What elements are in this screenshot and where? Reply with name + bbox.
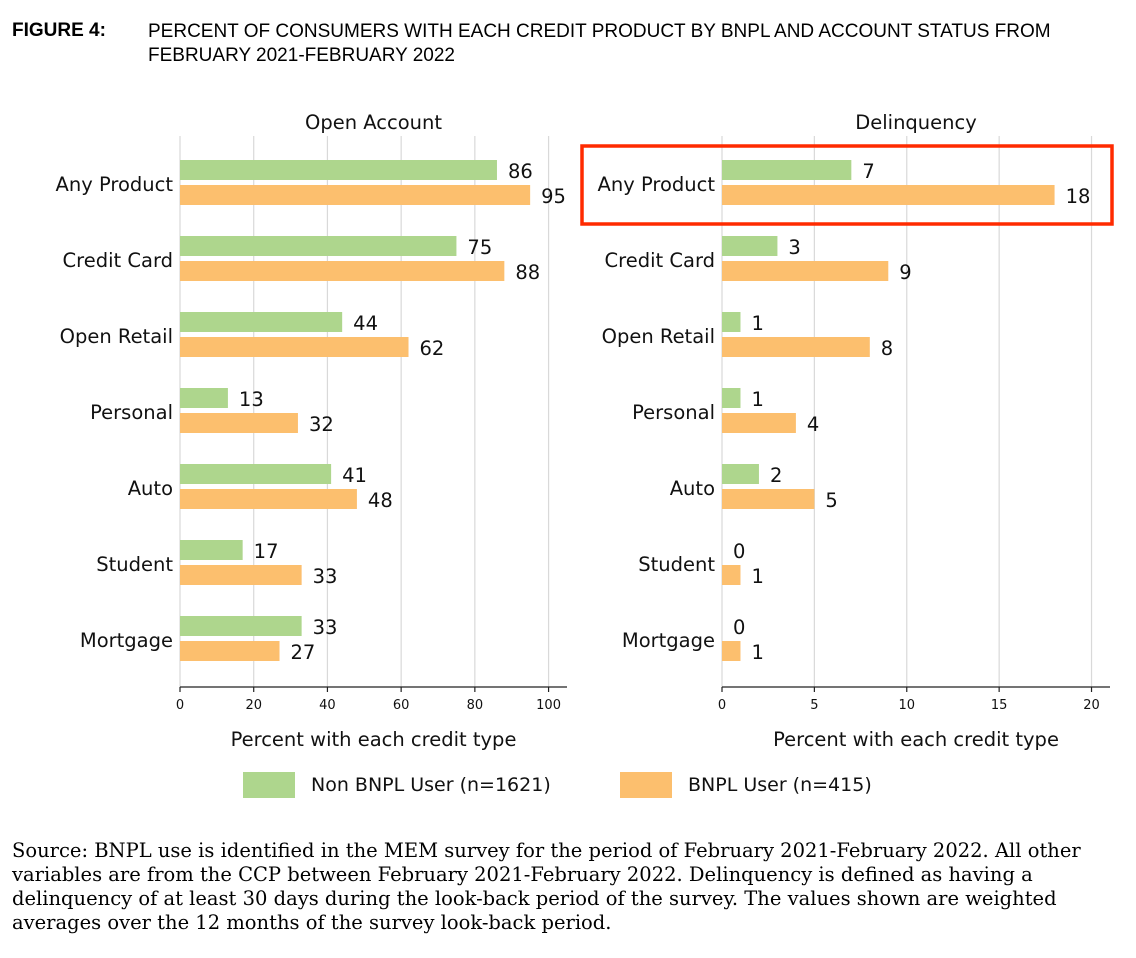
open-account-category-label: Personal [90, 401, 173, 424]
open-account-xlabel: Percent with each credit type [231, 728, 517, 751]
delinquency-category-label: Mortgage [622, 629, 715, 652]
open-account-category-label: Credit Card [63, 249, 173, 272]
delinquency-value-label-non-bnpl: 0 [733, 540, 745, 563]
delinquency-tick-label: 20 [1083, 698, 1100, 713]
open-account-tick-label: 100 [536, 698, 561, 713]
legend-swatch-non-bnpl [243, 772, 295, 798]
open-account-bar-bnpl [180, 185, 531, 205]
delinquency-value-label-non-bnpl: 1 [751, 388, 763, 411]
delinquency-value-label-bnpl: 1 [751, 565, 763, 588]
delinquency-category-label: Student [638, 553, 715, 576]
legend-swatch-bnpl [620, 772, 672, 798]
delinquency-value-label-bnpl: 4 [807, 413, 819, 436]
legend-label-non-bnpl: Non BNPL User (n=1621) [311, 774, 551, 796]
delinquency-value-label-bnpl: 18 [1066, 185, 1091, 208]
highlight-box [580, 144, 1114, 226]
open-account-bar-non-bnpl [180, 388, 228, 408]
open-account-value-label-bnpl: 48 [368, 489, 393, 512]
delinquency-value-label-non-bnpl: 2 [770, 464, 782, 487]
open-account-category-label: Open Retail [60, 325, 173, 348]
delinquency-category-label: Credit Card [605, 249, 715, 272]
delinquency-bar-non-bnpl [722, 388, 741, 408]
legend: Non BNPL User (n=1621) BNPL User (n=415) [0, 772, 1136, 802]
open-account-value-label-bnpl: 95 [541, 185, 566, 208]
delinquency-value-label-bnpl: 5 [825, 489, 837, 512]
delinquency-bar-bnpl [722, 489, 815, 509]
delinquency-value-label-non-bnpl: 0 [733, 616, 745, 639]
delinquency-tick-label: 0 [718, 698, 726, 713]
delinquency-bar-bnpl [722, 261, 889, 281]
legend-item-bnpl: BNPL User (n=415) [620, 772, 872, 798]
open-account-title: Open Account [305, 111, 442, 134]
delinquency-bar-non-bnpl [722, 236, 778, 256]
delinquency-value-label-bnpl: 8 [881, 337, 893, 360]
open-account-bar-bnpl [180, 565, 302, 585]
open-account-bar-bnpl [180, 413, 298, 433]
open-account-tick-label: 40 [319, 698, 336, 713]
delinquency-value-label-non-bnpl: 7 [862, 160, 874, 183]
open-account-value-label-non-bnpl: 41 [342, 464, 367, 487]
legend-label-bnpl: BNPL User (n=415) [688, 774, 872, 796]
open-account-bar-bnpl [180, 261, 505, 281]
open-account-value-label-non-bnpl: 17 [254, 540, 279, 563]
open-account-category-label: Any Product [56, 173, 174, 196]
figure-label: FIGURE 4: [12, 20, 106, 41]
delinquency-bar-bnpl [722, 337, 870, 357]
delinquency-bar-non-bnpl [722, 464, 759, 484]
open-account-value-label-non-bnpl: 44 [353, 312, 378, 335]
open-account-value-label-non-bnpl: 86 [508, 160, 533, 183]
delinquency-value-label-non-bnpl: 1 [751, 312, 763, 335]
delinquency-category-label: Auto [670, 477, 715, 500]
delinquency-tick-label: 10 [898, 698, 915, 713]
figure-title: PERCENT OF CONSUMERS WITH EACH CREDIT PR… [148, 21, 1051, 66]
open-account-value-label-bnpl: 27 [291, 641, 316, 664]
delinquency-title: Delinquency [855, 111, 977, 134]
open-account-bar-bnpl [180, 489, 357, 509]
delinquency-bar-non-bnpl [722, 312, 741, 332]
open-account-bar-non-bnpl [180, 540, 243, 560]
open-account-bar-bnpl [180, 641, 280, 661]
delinquency-bar-bnpl [722, 185, 1055, 205]
open-account-value-label-non-bnpl: 33 [313, 616, 338, 639]
open-account-tick-label: 60 [393, 698, 410, 713]
open-account-tick-label: 0 [176, 698, 184, 713]
open-account-tick-label: 20 [245, 698, 262, 713]
source-note: Source: BNPL use is identified in the ME… [12, 839, 1081, 934]
delinquency-bar-bnpl [722, 565, 741, 585]
delinquency-category-label: Personal [632, 401, 715, 424]
delinquency-category-label: Any Product [598, 173, 716, 196]
delinquency-bar-bnpl [722, 641, 741, 661]
delinquency-xlabel: Percent with each credit type [773, 728, 1059, 751]
delinquency-value-label-bnpl: 1 [751, 641, 763, 664]
open-account-bar-non-bnpl [180, 160, 497, 180]
legend-item-non-bnpl: Non BNPL User (n=1621) [243, 772, 551, 798]
open-account-bar-non-bnpl [180, 616, 302, 636]
open-account-bar-bnpl [180, 337, 409, 357]
open-account-value-label-non-bnpl: 13 [239, 388, 264, 411]
open-account-bar-non-bnpl [180, 236, 457, 256]
open-account-category-label: Mortgage [80, 629, 173, 652]
open-account-value-label-bnpl: 32 [309, 413, 334, 436]
open-account-category-label: Auto [128, 477, 173, 500]
open-account-value-label-non-bnpl: 75 [467, 236, 492, 259]
open-account-bar-non-bnpl [180, 312, 343, 332]
open-account-category-label: Student [96, 553, 173, 576]
delinquency-bar-bnpl [722, 413, 796, 433]
delinquency-tick-label: 15 [991, 698, 1008, 713]
delinquency-tick-label: 5 [810, 698, 818, 713]
delinquency-value-label-non-bnpl: 3 [788, 236, 800, 259]
open-account-tick-label: 80 [467, 698, 484, 713]
open-account-value-label-bnpl: 62 [420, 337, 445, 360]
open-account-bar-non-bnpl [180, 464, 332, 484]
delinquency-value-label-bnpl: 9 [899, 261, 911, 284]
open-account-value-label-bnpl: 33 [313, 565, 338, 588]
delinquency-bar-non-bnpl [722, 160, 852, 180]
open-account-value-label-bnpl: 88 [515, 261, 540, 284]
delinquency-category-label: Open Retail [602, 325, 715, 348]
